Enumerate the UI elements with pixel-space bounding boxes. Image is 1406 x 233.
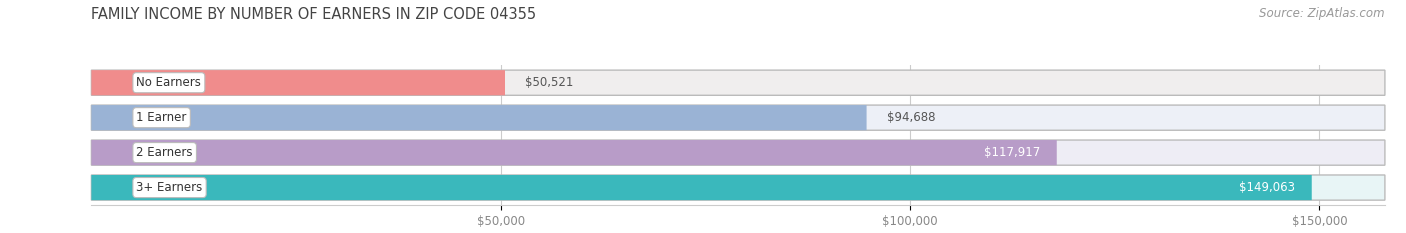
Text: Source: ZipAtlas.com: Source: ZipAtlas.com (1260, 7, 1385, 20)
Text: $94,688: $94,688 (887, 111, 935, 124)
FancyBboxPatch shape (91, 175, 1312, 200)
FancyBboxPatch shape (91, 140, 1057, 165)
Text: 1 Earner: 1 Earner (136, 111, 187, 124)
Text: $50,521: $50,521 (526, 76, 574, 89)
FancyBboxPatch shape (91, 140, 1385, 165)
FancyBboxPatch shape (91, 175, 1385, 200)
Text: 2 Earners: 2 Earners (136, 146, 193, 159)
Text: $149,063: $149,063 (1239, 181, 1295, 194)
FancyBboxPatch shape (91, 105, 866, 130)
FancyBboxPatch shape (91, 105, 1385, 130)
FancyBboxPatch shape (91, 70, 1385, 95)
Text: No Earners: No Earners (136, 76, 201, 89)
FancyBboxPatch shape (91, 70, 505, 95)
Text: $117,917: $117,917 (984, 146, 1040, 159)
Text: 3+ Earners: 3+ Earners (136, 181, 202, 194)
Text: FAMILY INCOME BY NUMBER OF EARNERS IN ZIP CODE 04355: FAMILY INCOME BY NUMBER OF EARNERS IN ZI… (91, 7, 537, 22)
